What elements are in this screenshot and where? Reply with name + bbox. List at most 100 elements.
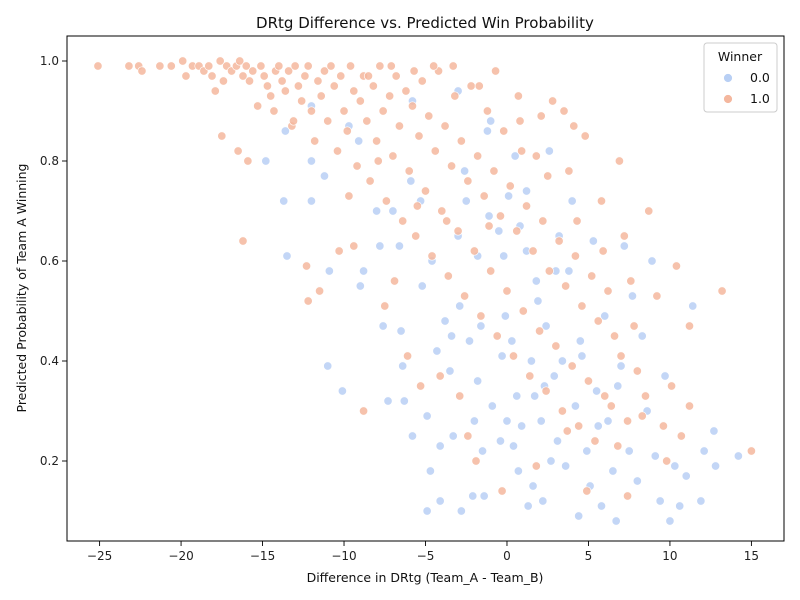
point-winner-0.0 [306, 196, 316, 206]
point-winner-1.0 [215, 56, 225, 66]
point-winner-1.0 [256, 61, 266, 71]
point-winner-1.0 [269, 106, 279, 116]
point-winner-1.0 [414, 131, 424, 141]
point-winner-1.0 [300, 71, 310, 81]
point-winner-1.0 [623, 416, 633, 426]
point-winner-0.0 [549, 371, 559, 381]
point-winner-0.0 [383, 396, 393, 406]
point-winner-0.0 [588, 236, 598, 246]
point-winner-0.0 [359, 266, 369, 276]
point-winner-1.0 [662, 456, 672, 466]
point-winner-1.0 [394, 121, 404, 131]
point-winner-1.0 [344, 191, 354, 201]
point-winner-1.0 [600, 391, 610, 401]
point-winner-1.0 [508, 351, 519, 361]
point-winner-0.0 [611, 516, 621, 526]
point-winner-1.0 [288, 116, 299, 126]
point-winner-0.0 [546, 456, 556, 466]
point-winner-1.0 [619, 231, 629, 241]
point-winner-1.0 [684, 401, 695, 411]
point-winner-1.0 [531, 151, 541, 161]
point-winner-1.0 [476, 311, 486, 321]
point-winner-0.0 [464, 336, 475, 346]
point-winner-0.0 [699, 446, 709, 456]
point-winner-0.0 [521, 186, 532, 196]
point-winner-1.0 [658, 421, 668, 431]
point-winner-0.0 [567, 196, 577, 206]
point-winner-0.0 [508, 441, 519, 451]
point-winner-0.0 [637, 331, 647, 341]
point-winner-1.0 [349, 86, 359, 96]
point-winner-1.0 [235, 56, 245, 66]
point-winner-1.0 [486, 266, 496, 276]
point-winner-1.0 [644, 206, 654, 216]
point-winner-1.0 [385, 91, 395, 101]
x-tick-label: −25 [87, 549, 112, 563]
point-winner-1.0 [450, 91, 460, 101]
point-winner-1.0 [243, 156, 253, 166]
point-winner-1.0 [297, 96, 307, 106]
point-winner-1.0 [293, 81, 303, 91]
point-winner-0.0 [497, 351, 507, 361]
point-winner-0.0 [575, 336, 585, 346]
point-winner-1.0 [518, 306, 528, 316]
point-winner-0.0 [504, 191, 514, 201]
point-winner-1.0 [460, 291, 470, 301]
point-winner-0.0 [711, 461, 721, 471]
point-winner-1.0 [334, 246, 344, 256]
point-winner-0.0 [355, 281, 365, 291]
point-winner-1.0 [420, 186, 431, 196]
point-winner-1.0 [593, 316, 603, 326]
point-winner-1.0 [559, 106, 569, 116]
point-winner-0.0 [388, 206, 398, 216]
point-winner-1.0 [373, 156, 383, 166]
point-winner-1.0 [482, 106, 492, 116]
point-winner-1.0 [574, 421, 584, 431]
point-winner-1.0 [564, 166, 574, 176]
point-winner-1.0 [124, 61, 134, 71]
legend-title: Winner [718, 49, 763, 64]
point-winner-0.0 [608, 466, 618, 476]
point-winner-1.0 [316, 91, 326, 101]
point-winner-0.0 [513, 466, 523, 476]
point-winner-0.0 [279, 196, 289, 206]
point-winner-1.0 [652, 291, 662, 301]
point-winner-1.0 [429, 61, 439, 71]
point-winner-0.0 [665, 516, 675, 526]
point-winner-0.0 [733, 451, 743, 461]
y-tick-label: 1.0 [40, 54, 59, 68]
point-winner-1.0 [440, 121, 450, 131]
point-winner-1.0 [218, 76, 228, 86]
point-winner-1.0 [453, 226, 463, 236]
point-winner-1.0 [606, 401, 616, 411]
point-winner-0.0 [530, 391, 540, 401]
point-winner-1.0 [570, 251, 580, 261]
point-winner-0.0 [517, 421, 527, 431]
y-tick-label: 0.6 [40, 254, 59, 268]
point-winner-1.0 [489, 166, 499, 176]
point-winner-1.0 [497, 486, 507, 496]
point-winner-0.0 [582, 446, 592, 456]
point-winner-1.0 [401, 86, 411, 96]
point-winner-0.0 [399, 396, 409, 406]
point-winner-1.0 [181, 71, 191, 81]
point-winner-1.0 [310, 136, 320, 146]
point-winner-1.0 [339, 106, 349, 116]
point-winner-0.0 [632, 476, 642, 486]
point-winner-0.0 [455, 301, 465, 311]
point-winner-0.0 [541, 321, 551, 331]
point-winner-1.0 [403, 351, 413, 361]
point-winner-1.0 [442, 216, 452, 226]
point-winner-1.0 [505, 181, 515, 191]
point-winner-0.0 [479, 491, 489, 501]
point-winner-0.0 [494, 226, 504, 236]
point-winner-0.0 [375, 241, 385, 251]
point-winner-1.0 [717, 286, 727, 296]
point-winner-1.0 [671, 261, 681, 271]
point-winner-1.0 [561, 281, 571, 291]
point-winner-1.0 [386, 61, 396, 71]
point-winner-1.0 [417, 76, 427, 86]
x-tick-label: 10 [662, 549, 677, 563]
point-winner-1.0 [548, 96, 558, 106]
point-winner-1.0 [262, 81, 272, 91]
